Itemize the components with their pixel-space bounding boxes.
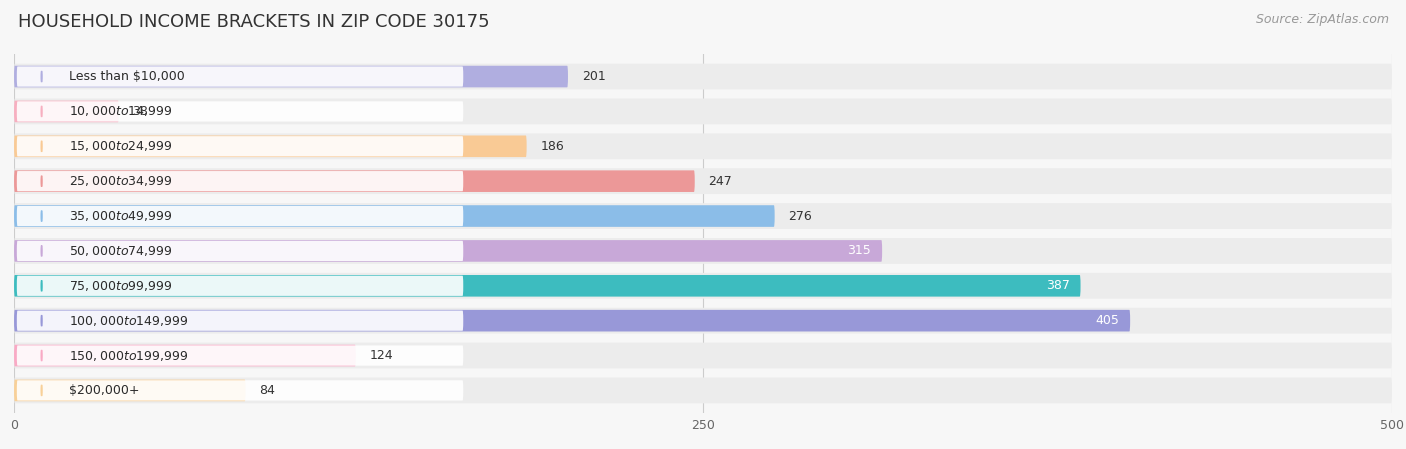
Text: 387: 387 bbox=[1046, 279, 1070, 292]
FancyBboxPatch shape bbox=[14, 66, 568, 88]
Text: 84: 84 bbox=[259, 384, 276, 397]
FancyBboxPatch shape bbox=[14, 273, 1392, 299]
Text: 276: 276 bbox=[789, 210, 813, 223]
Text: 405: 405 bbox=[1095, 314, 1119, 327]
FancyBboxPatch shape bbox=[17, 311, 463, 331]
FancyBboxPatch shape bbox=[14, 240, 882, 262]
FancyBboxPatch shape bbox=[14, 205, 775, 227]
FancyBboxPatch shape bbox=[14, 238, 1392, 264]
FancyBboxPatch shape bbox=[17, 136, 463, 156]
FancyBboxPatch shape bbox=[14, 136, 527, 157]
Text: $100,000 to $149,999: $100,000 to $149,999 bbox=[69, 314, 188, 328]
Text: 315: 315 bbox=[848, 244, 872, 257]
FancyBboxPatch shape bbox=[14, 203, 1392, 229]
Text: $15,000 to $24,999: $15,000 to $24,999 bbox=[69, 139, 173, 153]
Text: 186: 186 bbox=[540, 140, 564, 153]
Text: $50,000 to $74,999: $50,000 to $74,999 bbox=[69, 244, 173, 258]
Text: $200,000+: $200,000+ bbox=[69, 384, 139, 397]
FancyBboxPatch shape bbox=[14, 101, 118, 122]
Text: Less than $10,000: Less than $10,000 bbox=[69, 70, 186, 83]
Text: Source: ZipAtlas.com: Source: ZipAtlas.com bbox=[1256, 13, 1389, 26]
Text: $10,000 to $14,999: $10,000 to $14,999 bbox=[69, 105, 173, 119]
FancyBboxPatch shape bbox=[17, 380, 463, 401]
Text: $35,000 to $49,999: $35,000 to $49,999 bbox=[69, 209, 173, 223]
FancyBboxPatch shape bbox=[17, 66, 463, 87]
Text: $150,000 to $199,999: $150,000 to $199,999 bbox=[69, 348, 188, 362]
FancyBboxPatch shape bbox=[14, 133, 1392, 159]
FancyBboxPatch shape bbox=[17, 206, 463, 226]
Text: 38: 38 bbox=[132, 105, 149, 118]
FancyBboxPatch shape bbox=[17, 171, 463, 191]
Text: 247: 247 bbox=[709, 175, 733, 188]
Text: HOUSEHOLD INCOME BRACKETS IN ZIP CODE 30175: HOUSEHOLD INCOME BRACKETS IN ZIP CODE 30… bbox=[18, 13, 489, 31]
Text: $25,000 to $34,999: $25,000 to $34,999 bbox=[69, 174, 173, 188]
Text: $75,000 to $99,999: $75,000 to $99,999 bbox=[69, 279, 173, 293]
FancyBboxPatch shape bbox=[14, 310, 1130, 331]
FancyBboxPatch shape bbox=[14, 168, 1392, 194]
Text: 124: 124 bbox=[370, 349, 394, 362]
FancyBboxPatch shape bbox=[17, 241, 463, 261]
FancyBboxPatch shape bbox=[14, 98, 1392, 124]
FancyBboxPatch shape bbox=[14, 64, 1392, 89]
FancyBboxPatch shape bbox=[14, 308, 1392, 334]
FancyBboxPatch shape bbox=[14, 343, 1392, 369]
FancyBboxPatch shape bbox=[14, 378, 1392, 403]
FancyBboxPatch shape bbox=[17, 101, 463, 122]
Text: 201: 201 bbox=[582, 70, 606, 83]
FancyBboxPatch shape bbox=[14, 170, 695, 192]
FancyBboxPatch shape bbox=[14, 345, 356, 366]
FancyBboxPatch shape bbox=[14, 379, 246, 401]
FancyBboxPatch shape bbox=[17, 276, 463, 296]
FancyBboxPatch shape bbox=[17, 345, 463, 365]
FancyBboxPatch shape bbox=[14, 275, 1081, 297]
